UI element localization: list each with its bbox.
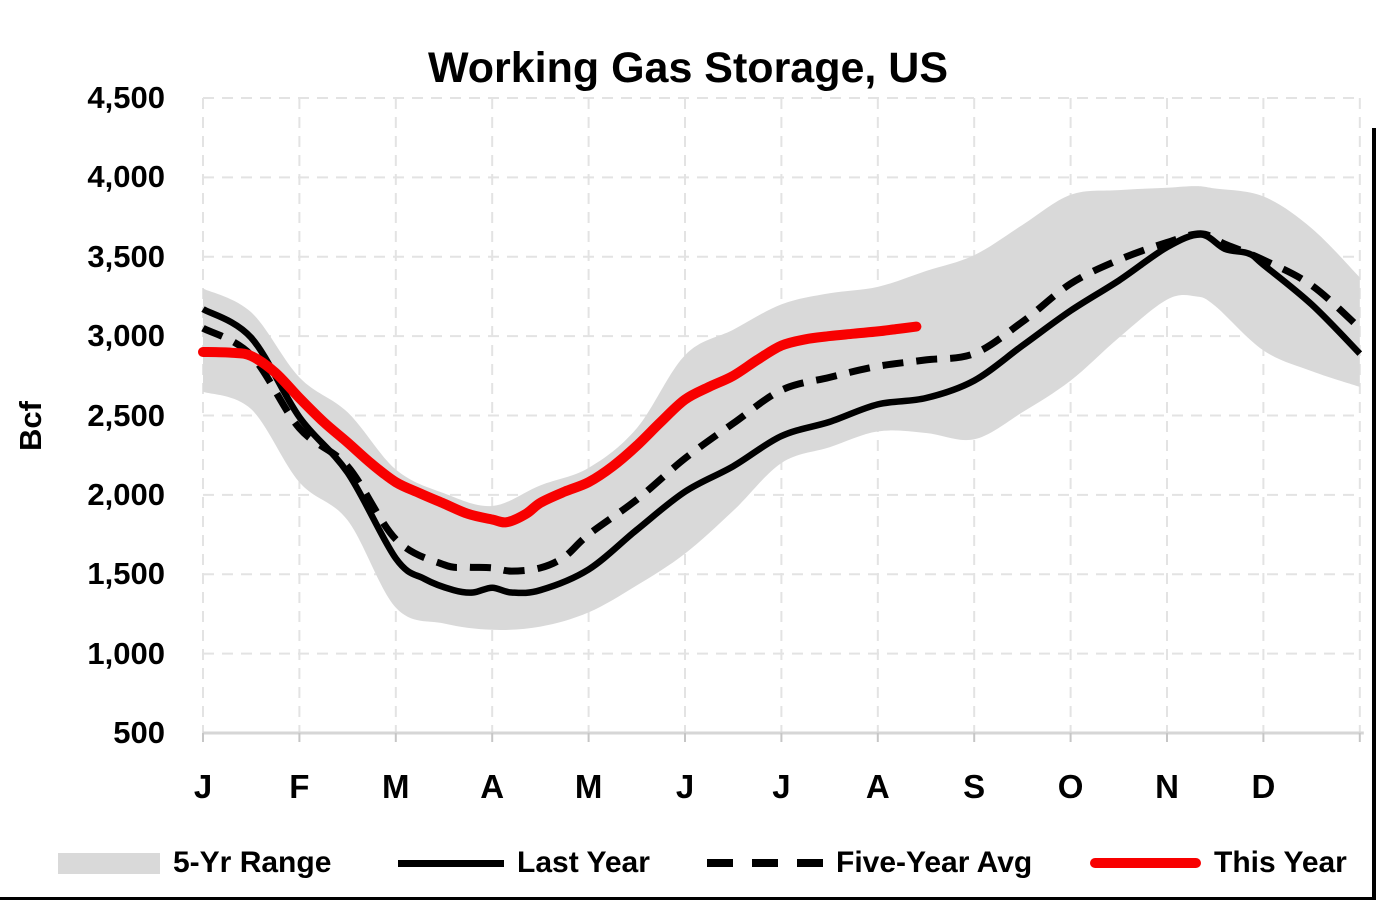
- x-tick-label-month: F: [289, 768, 310, 805]
- legend-item-this-year: This Year: [1090, 843, 1347, 883]
- y-tick-label: 3,500: [87, 238, 165, 274]
- y-tick-label: 1,000: [87, 635, 165, 671]
- x-tick-label-month: A: [865, 768, 890, 805]
- x-tick-label-month: A: [480, 768, 505, 805]
- line-five-year-avg: [201, 230, 1363, 575]
- legend-label: Last Year: [517, 846, 650, 879]
- legend-item-5yr-range: 5-Yr Range: [58, 843, 331, 883]
- y-tick-label: 4,000: [87, 159, 165, 195]
- chart-title: Working Gas Storage, US: [427, 44, 949, 92]
- window-border-right: [1372, 128, 1376, 900]
- x-tick-label-month: O: [1057, 768, 1084, 805]
- band-swatch-icon: [58, 852, 160, 874]
- x-tick-label-month: S: [963, 768, 986, 805]
- solid-line-swatch-icon: [398, 859, 504, 867]
- red-line-swatch-icon: [1090, 858, 1201, 868]
- y-tick-label: 4,500: [87, 80, 165, 115]
- legend-label: Five-Year Avg: [836, 846, 1033, 879]
- x-tick-label-month: J: [675, 768, 695, 805]
- y-tick-label: 1,500: [87, 556, 165, 592]
- y-tick-label: 500: [113, 715, 165, 750]
- y-tick-label: 2,000: [87, 476, 165, 512]
- x-tick-label-month: D: [1251, 768, 1276, 805]
- x-tick-label-month: M: [382, 768, 410, 805]
- line-this-year: [198, 321, 922, 528]
- x-tick-label-month: J: [772, 768, 791, 805]
- legend-item-last-year: Last Year: [398, 843, 650, 883]
- x-tick-label-month: M: [574, 768, 603, 805]
- x-tick-label-month: J: [193, 768, 213, 805]
- y-tick-label: 2,500: [87, 397, 165, 433]
- legend-item-five-year-avg: Five-Year Avg: [707, 843, 1032, 883]
- dashed-line-swatch-icon: [707, 859, 823, 867]
- legend-label: 5-Yr Range: [173, 846, 332, 879]
- window-border-bottom: [0, 897, 1376, 900]
- y-tick-label: 3,000: [87, 318, 165, 354]
- legend-label: This Year: [1214, 846, 1347, 879]
- x-tick-label-month: N: [1155, 768, 1179, 805]
